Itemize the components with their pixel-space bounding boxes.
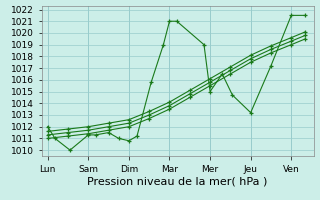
X-axis label: Pression niveau de la mer( hPa ): Pression niveau de la mer( hPa ) xyxy=(87,177,268,187)
